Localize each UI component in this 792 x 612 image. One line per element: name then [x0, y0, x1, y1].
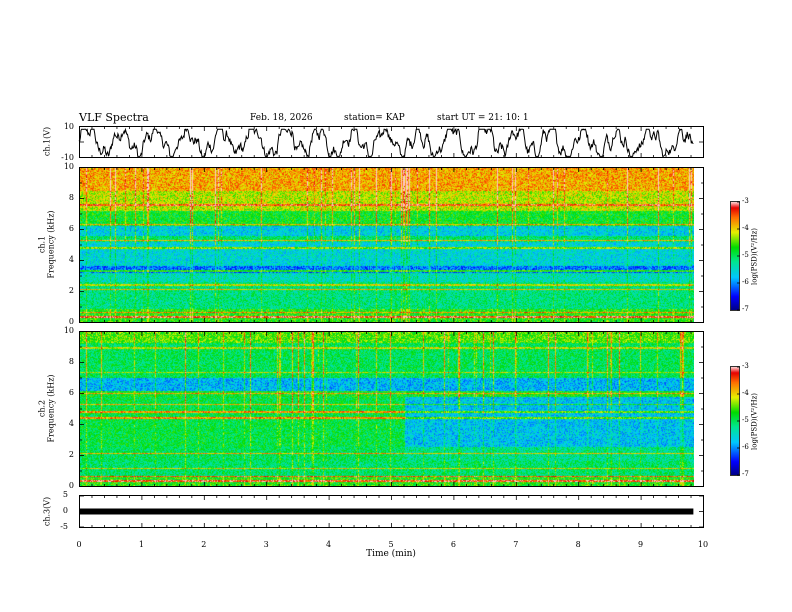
ch1-spec-ytick-2: 2	[68, 286, 74, 295]
x-tick-label-7: 7	[513, 540, 519, 549]
ch1-spectrogram-axes	[79, 167, 704, 323]
ch1-waveform-trace	[78, 127, 694, 159]
ch2-cb-tick-m7: -7	[742, 470, 749, 478]
ch2-cb-tick-m3: -3	[742, 362, 749, 370]
ch2-colorbar-axes	[730, 366, 740, 476]
x-tick-label-1: 1	[138, 540, 144, 549]
ch2-cb-tick-m5: -5	[742, 416, 749, 424]
x-tick-label-4: 4	[326, 540, 332, 549]
ch2-spec-ytick-8: 8	[68, 357, 74, 366]
ch1-ytick-bottom: -10	[61, 153, 74, 162]
ch1-waveform-plot	[78, 126, 704, 159]
ch2-spec-ytick-6: 6	[68, 388, 74, 397]
ch2-spec-ytick-0: 0	[68, 481, 74, 490]
ch1-spectrogram-image	[80, 168, 694, 322]
chart-title: VLF Spectra	[79, 111, 149, 124]
ch1-cb-tick-m5: -5	[742, 251, 749, 259]
plot-frame	[79, 331, 704, 487]
ch1-cb-tick-m3: -3	[742, 197, 749, 205]
ch3-ytick-bottom: -5	[60, 522, 68, 531]
x-tick-label-2: 2	[201, 540, 207, 549]
x-tick-label-8: 8	[575, 540, 581, 549]
ch1-colorbar-axes	[730, 201, 740, 311]
ch1-spec-ytick-4: 4	[68, 255, 74, 264]
ch1-spec-ytick-0: 0	[68, 317, 74, 326]
plot-frame	[79, 167, 704, 323]
ch1-colorbar-label: log(PSD)(V²/Hz)	[750, 228, 759, 285]
ch2-spec-ylabel-frequency: Frequency (kHz)	[46, 374, 56, 443]
ch1-spec-ytick-8: 8	[68, 193, 74, 202]
header-date: Feb. 18, 2026	[250, 113, 313, 123]
ch1-cb-tick-m6: -6	[742, 278, 749, 286]
ch1-waveform-ylabel: ch.1(V)	[42, 126, 52, 157]
x-tick-label-10: 10	[697, 540, 709, 549]
ch3-waveform-trace	[80, 508, 694, 515]
x-axis-label: Time (min)	[366, 549, 416, 559]
ch2-colorbar-label: log(PSD)(V²/Hz)	[750, 393, 759, 450]
ch1-spec-ylabel: ch.1	[37, 235, 47, 254]
ch1-spec-ylabel-frequency: Frequency (kHz)	[46, 210, 56, 279]
ch1-cb-tick-m4: -4	[742, 224, 749, 232]
ch2-cb-tick-m6: -6	[742, 443, 749, 451]
ch2-colorbar	[731, 367, 739, 475]
ch3-ytick-top: 5	[62, 490, 68, 499]
ch1-ytick-top: 10	[63, 122, 74, 131]
ch2-spec-ytick-10: 10	[63, 326, 74, 335]
ch3-waveform-ylabel: ch.3(V)	[42, 496, 52, 527]
ch1-spec-ytick-10: 10	[63, 162, 74, 171]
ch2-spec-ytick-2: 2	[68, 450, 74, 459]
header-station: station= KAP	[344, 113, 405, 123]
ch1-colorbar	[731, 202, 739, 310]
ch2-spec-ylabel: ch.2	[37, 399, 47, 418]
x-tick-label-0: 0	[76, 540, 82, 549]
x-tick-label-9: 9	[638, 540, 644, 549]
ch3-ytick-mid: 0	[62, 506, 68, 515]
x-tick-label-5: 5	[388, 540, 394, 549]
x-tick-label-3: 3	[263, 540, 269, 549]
ch1-spec-ytick-6: 6	[68, 224, 74, 233]
ch3-waveform-plot	[79, 495, 704, 528]
ch2-cb-tick-m4: -4	[742, 389, 749, 397]
header-start-time: start UT = 21: 10: 1	[437, 113, 529, 123]
ch2-spec-ytick-4: 4	[68, 419, 74, 428]
ch2-spectrogram-image	[80, 332, 694, 486]
ch2-spectrogram-axes	[79, 331, 704, 487]
ch1-cb-tick-m7: -7	[742, 305, 749, 313]
x-tick-label-6: 6	[450, 540, 456, 549]
